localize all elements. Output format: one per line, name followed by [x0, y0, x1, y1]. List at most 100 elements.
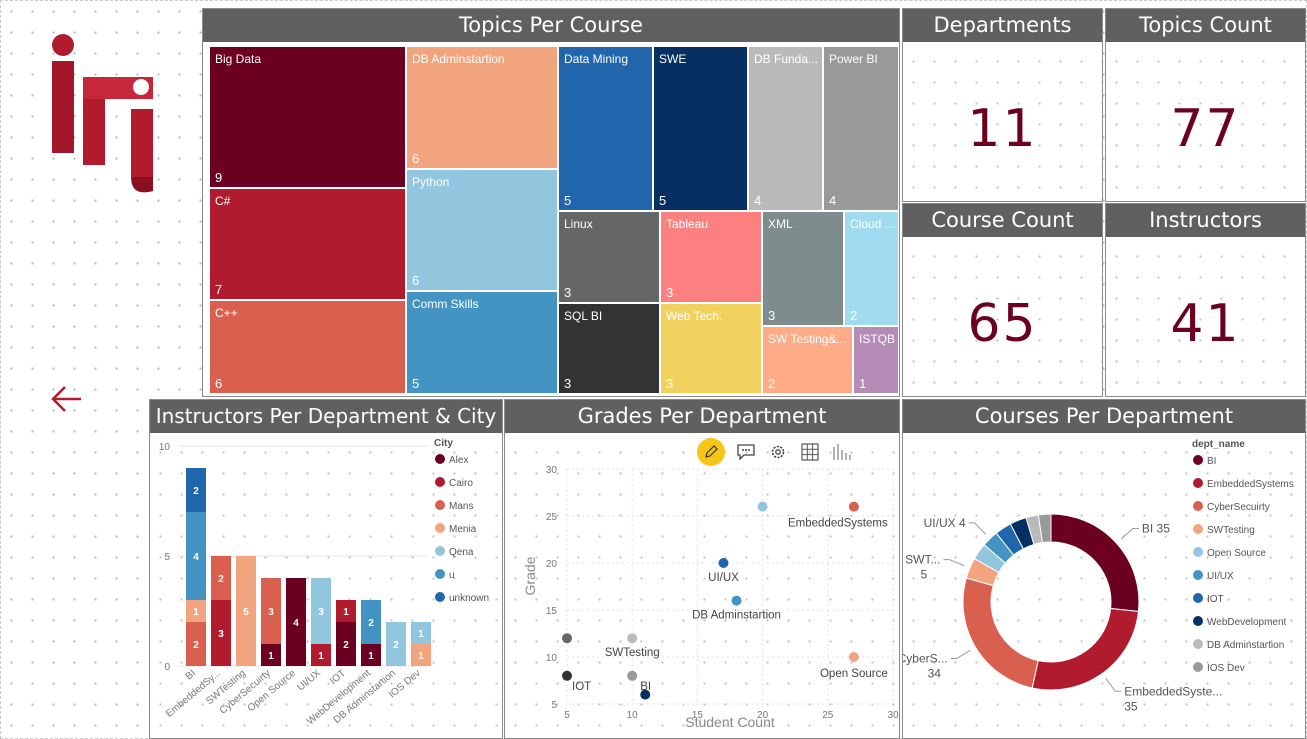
bar-segment-label: 1	[418, 629, 424, 640]
treemap-tile[interactable]: SWE 5	[653, 46, 748, 211]
treemap-tile[interactable]: Linux 3	[558, 211, 660, 303]
treemap-tile[interactable]: Power BI 4	[823, 46, 899, 211]
treemap-tile-value: 7	[215, 282, 223, 297]
y-tick-label: 10	[546, 653, 558, 664]
treemap-tile-label: Python	[412, 175, 450, 189]
edit-button[interactable]	[697, 438, 725, 466]
treemap-tile-value: 3	[564, 285, 572, 300]
treemap-tile-value: 3	[768, 308, 776, 323]
y-tick-label: 25	[546, 512, 558, 523]
legend-label: Menia	[449, 524, 477, 535]
bar-segment	[386, 622, 406, 666]
legend-marker	[1193, 455, 1203, 465]
iti-logo	[41, 29, 161, 204]
bar-segment	[336, 600, 356, 622]
legend-marker	[1193, 662, 1203, 672]
bar-segment-label: 4	[293, 618, 299, 629]
bar-segment-label: 1	[318, 651, 324, 662]
x-tick-label: BI	[184, 668, 198, 683]
x-tick-label: 15	[692, 710, 704, 721]
x-tick-label: UI/UX	[295, 668, 323, 694]
treemap-tile-label: Data Mining	[564, 52, 629, 66]
bar-segment	[361, 600, 381, 644]
legend-marker	[1193, 547, 1203, 557]
point-label: IOT	[572, 681, 591, 693]
bar-segment	[211, 556, 231, 600]
course-count-card: Course Count 65	[902, 203, 1103, 397]
bar-segment	[211, 600, 231, 666]
back-button[interactable]	[49, 381, 85, 417]
bar-segment-label: 1	[343, 607, 349, 618]
y-tick-label: 20	[546, 559, 558, 570]
treemap-tile[interactable]: Data Mining 5	[558, 46, 653, 211]
topics-per-course-panel: Topics Per Course Big Data 9 C# 7 C++ 6 DB Adm…	[202, 8, 900, 397]
treemap-tile-label: C++	[215, 306, 238, 320]
topics-count-card: Topics Count 77	[1105, 8, 1306, 202]
legend-label: Cairo	[449, 478, 473, 489]
treemap-tile-label: Web Tech.	[666, 309, 723, 323]
scatter-point	[627, 633, 638, 644]
kpi-value: 11	[967, 99, 1038, 159]
stacked-bar-chart: 05102142BI32EmbeddedSy...5SWTesting13Cyb…	[159, 438, 489, 727]
legend-label: DB Adminstartion	[1207, 640, 1284, 651]
bar-segment-label: 3	[218, 629, 224, 640]
point-label: UI/UX	[708, 572, 739, 584]
point-label: SWTesting	[605, 647, 660, 659]
bar-segment	[261, 644, 281, 666]
treemap-tile[interactable]: ISTQB 1	[853, 326, 899, 394]
treemap-tile[interactable]: Tableau 3	[660, 211, 762, 303]
panel-title: Instructors Per Department & City	[150, 400, 502, 433]
panel-title: Courses Per Department	[903, 400, 1305, 433]
table-view-button[interactable]	[799, 441, 821, 463]
x-tick-label: 10	[627, 710, 639, 721]
slice-value: 34	[928, 667, 942, 681]
grades-per-department-panel: Grades Per Department 5 10 15 20 25 30 5 10 15 20…	[504, 399, 900, 739]
treemap-tile-value: 6	[215, 376, 223, 391]
slice-label: SWT...	[905, 553, 940, 567]
bar-segment-label: 3	[268, 607, 274, 618]
treemap-tile[interactable]: Comm Skills 5	[406, 291, 558, 394]
instructors-card: Instructors 41	[1105, 203, 1306, 397]
treemap-tile[interactable]: C# 7	[209, 188, 406, 300]
analytics-button[interactable]	[831, 441, 853, 463]
treemap-tile[interactable]: Big Data 9	[209, 46, 406, 188]
treemap-tile-label: C#	[215, 194, 231, 208]
y-tick-label: 15	[546, 606, 558, 617]
treemap-tile[interactable]: Python 6	[406, 169, 558, 291]
treemap-tile[interactable]: DB Funda... 4	[748, 46, 823, 211]
treemap-tile-value: 3	[564, 376, 572, 391]
y-tick-label: 30	[546, 465, 558, 476]
treemap-tile[interactable]: DB Adminstartion 6	[406, 46, 558, 169]
treemap-tile[interactable]: SQL BI 3	[558, 303, 660, 394]
legend-label: Open Source	[1207, 548, 1266, 559]
legend-marker	[1193, 616, 1203, 626]
treemap-tile[interactable]: Cloud ... 2	[844, 211, 899, 326]
comment-button[interactable]	[735, 441, 757, 463]
legend-label: u	[449, 570, 455, 581]
treemap-tile-label: XML	[768, 217, 793, 231]
slice-value: 35	[1124, 699, 1138, 713]
treemap-tile[interactable]: XML 3	[762, 211, 844, 326]
scatter-point	[718, 558, 729, 568]
treemap-tile-label: SWE	[659, 52, 687, 66]
comment-icon	[737, 444, 755, 460]
legend-label: Qena	[449, 547, 474, 558]
scatter-point	[562, 670, 572, 681]
treemap-tile[interactable]: C++ 6	[209, 300, 406, 394]
settings-button[interactable]	[767, 441, 789, 463]
x-tick-label: 5	[564, 710, 570, 721]
y-tick-label: 0	[164, 662, 170, 673]
treemap-tile[interactable]: SW Testing&... 2	[762, 326, 853, 394]
leader-line	[968, 522, 987, 535]
treemap-tile-value: 3	[666, 285, 674, 300]
chart-bars-icon	[833, 444, 851, 460]
table-icon	[801, 443, 819, 461]
treemap-tile-value: 4	[754, 193, 762, 208]
scatter-chart: 5 10 15 20 25 30 5 10 15 20 25 30 Student Count Grade…	[522, 465, 899, 730]
legend-marker	[435, 569, 445, 579]
treemap-tile[interactable]: Web Tech. 3	[660, 303, 762, 394]
bar-segment-label: 4	[193, 552, 199, 563]
donut-slice	[962, 577, 1039, 689]
legend-marker	[1193, 478, 1203, 488]
bar-segment	[186, 468, 206, 512]
